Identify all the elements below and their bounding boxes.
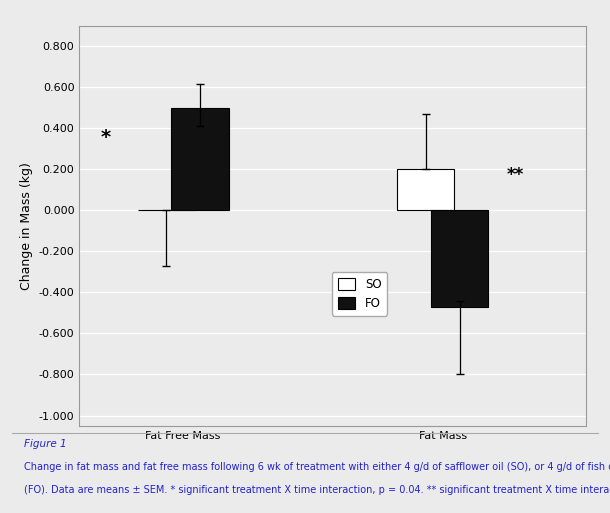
Text: (FO). Data are means ± SEM. * significant treatment X time interaction, p = 0.04: (FO). Data are means ± SEM. * significan…: [24, 485, 610, 495]
Text: Figure 1: Figure 1: [24, 439, 67, 448]
Text: *: *: [100, 128, 110, 147]
Bar: [431, 210, 488, 307]
Text: Change in fat mass and fat free mass following 6 wk of treatment with either 4 g: Change in fat mass and fat free mass fol…: [24, 462, 610, 471]
Bar: [397, 169, 454, 210]
Legend: SO, FO: SO, FO: [332, 272, 387, 316]
Y-axis label: Change in Mass (kg): Change in Mass (kg): [20, 162, 33, 290]
Bar: [171, 108, 229, 210]
Text: **: **: [507, 166, 524, 184]
